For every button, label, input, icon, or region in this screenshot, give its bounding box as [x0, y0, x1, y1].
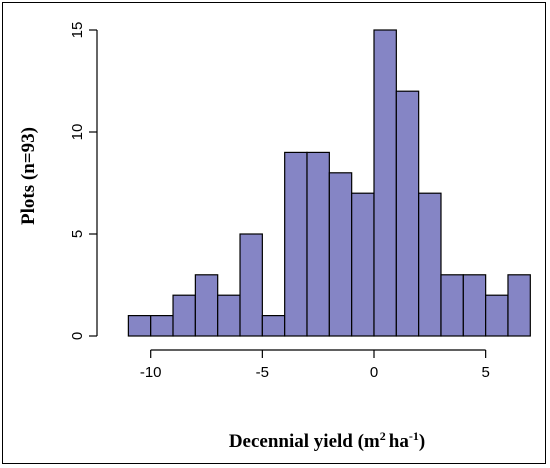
bars-group	[127, 29, 531, 337]
y-tick-label: 0	[69, 332, 86, 340]
x-tick-label: 0	[370, 364, 378, 381]
histogram-bar	[217, 294, 241, 337]
histogram-bar	[261, 315, 286, 337]
histogram-bar	[194, 274, 219, 337]
histogram-bar	[351, 192, 375, 337]
histogram-bar	[418, 192, 442, 337]
histogram-bar	[440, 274, 464, 337]
histogram-bar	[395, 90, 420, 337]
histogram-bar	[373, 29, 397, 337]
histogram-bar	[462, 274, 487, 337]
histogram-bar	[172, 294, 196, 337]
plot-frame	[2, 2, 546, 464]
histogram-bar	[150, 315, 174, 337]
histogram-bar	[485, 294, 509, 337]
y-axis-title: Plots (n=93)	[18, 127, 39, 225]
x-axis: -10 -5 0 5	[140, 349, 490, 381]
histogram-bar	[328, 172, 353, 337]
x-tick-label: -5	[256, 364, 269, 381]
x-axis-title: Decennial yield (m2 ha-1)	[229, 429, 425, 452]
y-tick-label: 5	[69, 230, 86, 238]
x-tick-label: 5	[481, 364, 489, 381]
histogram-bar	[507, 274, 531, 337]
y-tick-label: 15	[69, 22, 86, 39]
x-tick-label: -10	[140, 364, 162, 381]
histogram-bar	[239, 233, 263, 337]
histogram-bar	[284, 151, 308, 337]
y-tick-label: 10	[69, 124, 86, 141]
y-axis: 0 5 10 15	[69, 22, 98, 340]
histogram-bar	[127, 315, 152, 337]
histogram-bar	[306, 151, 330, 337]
